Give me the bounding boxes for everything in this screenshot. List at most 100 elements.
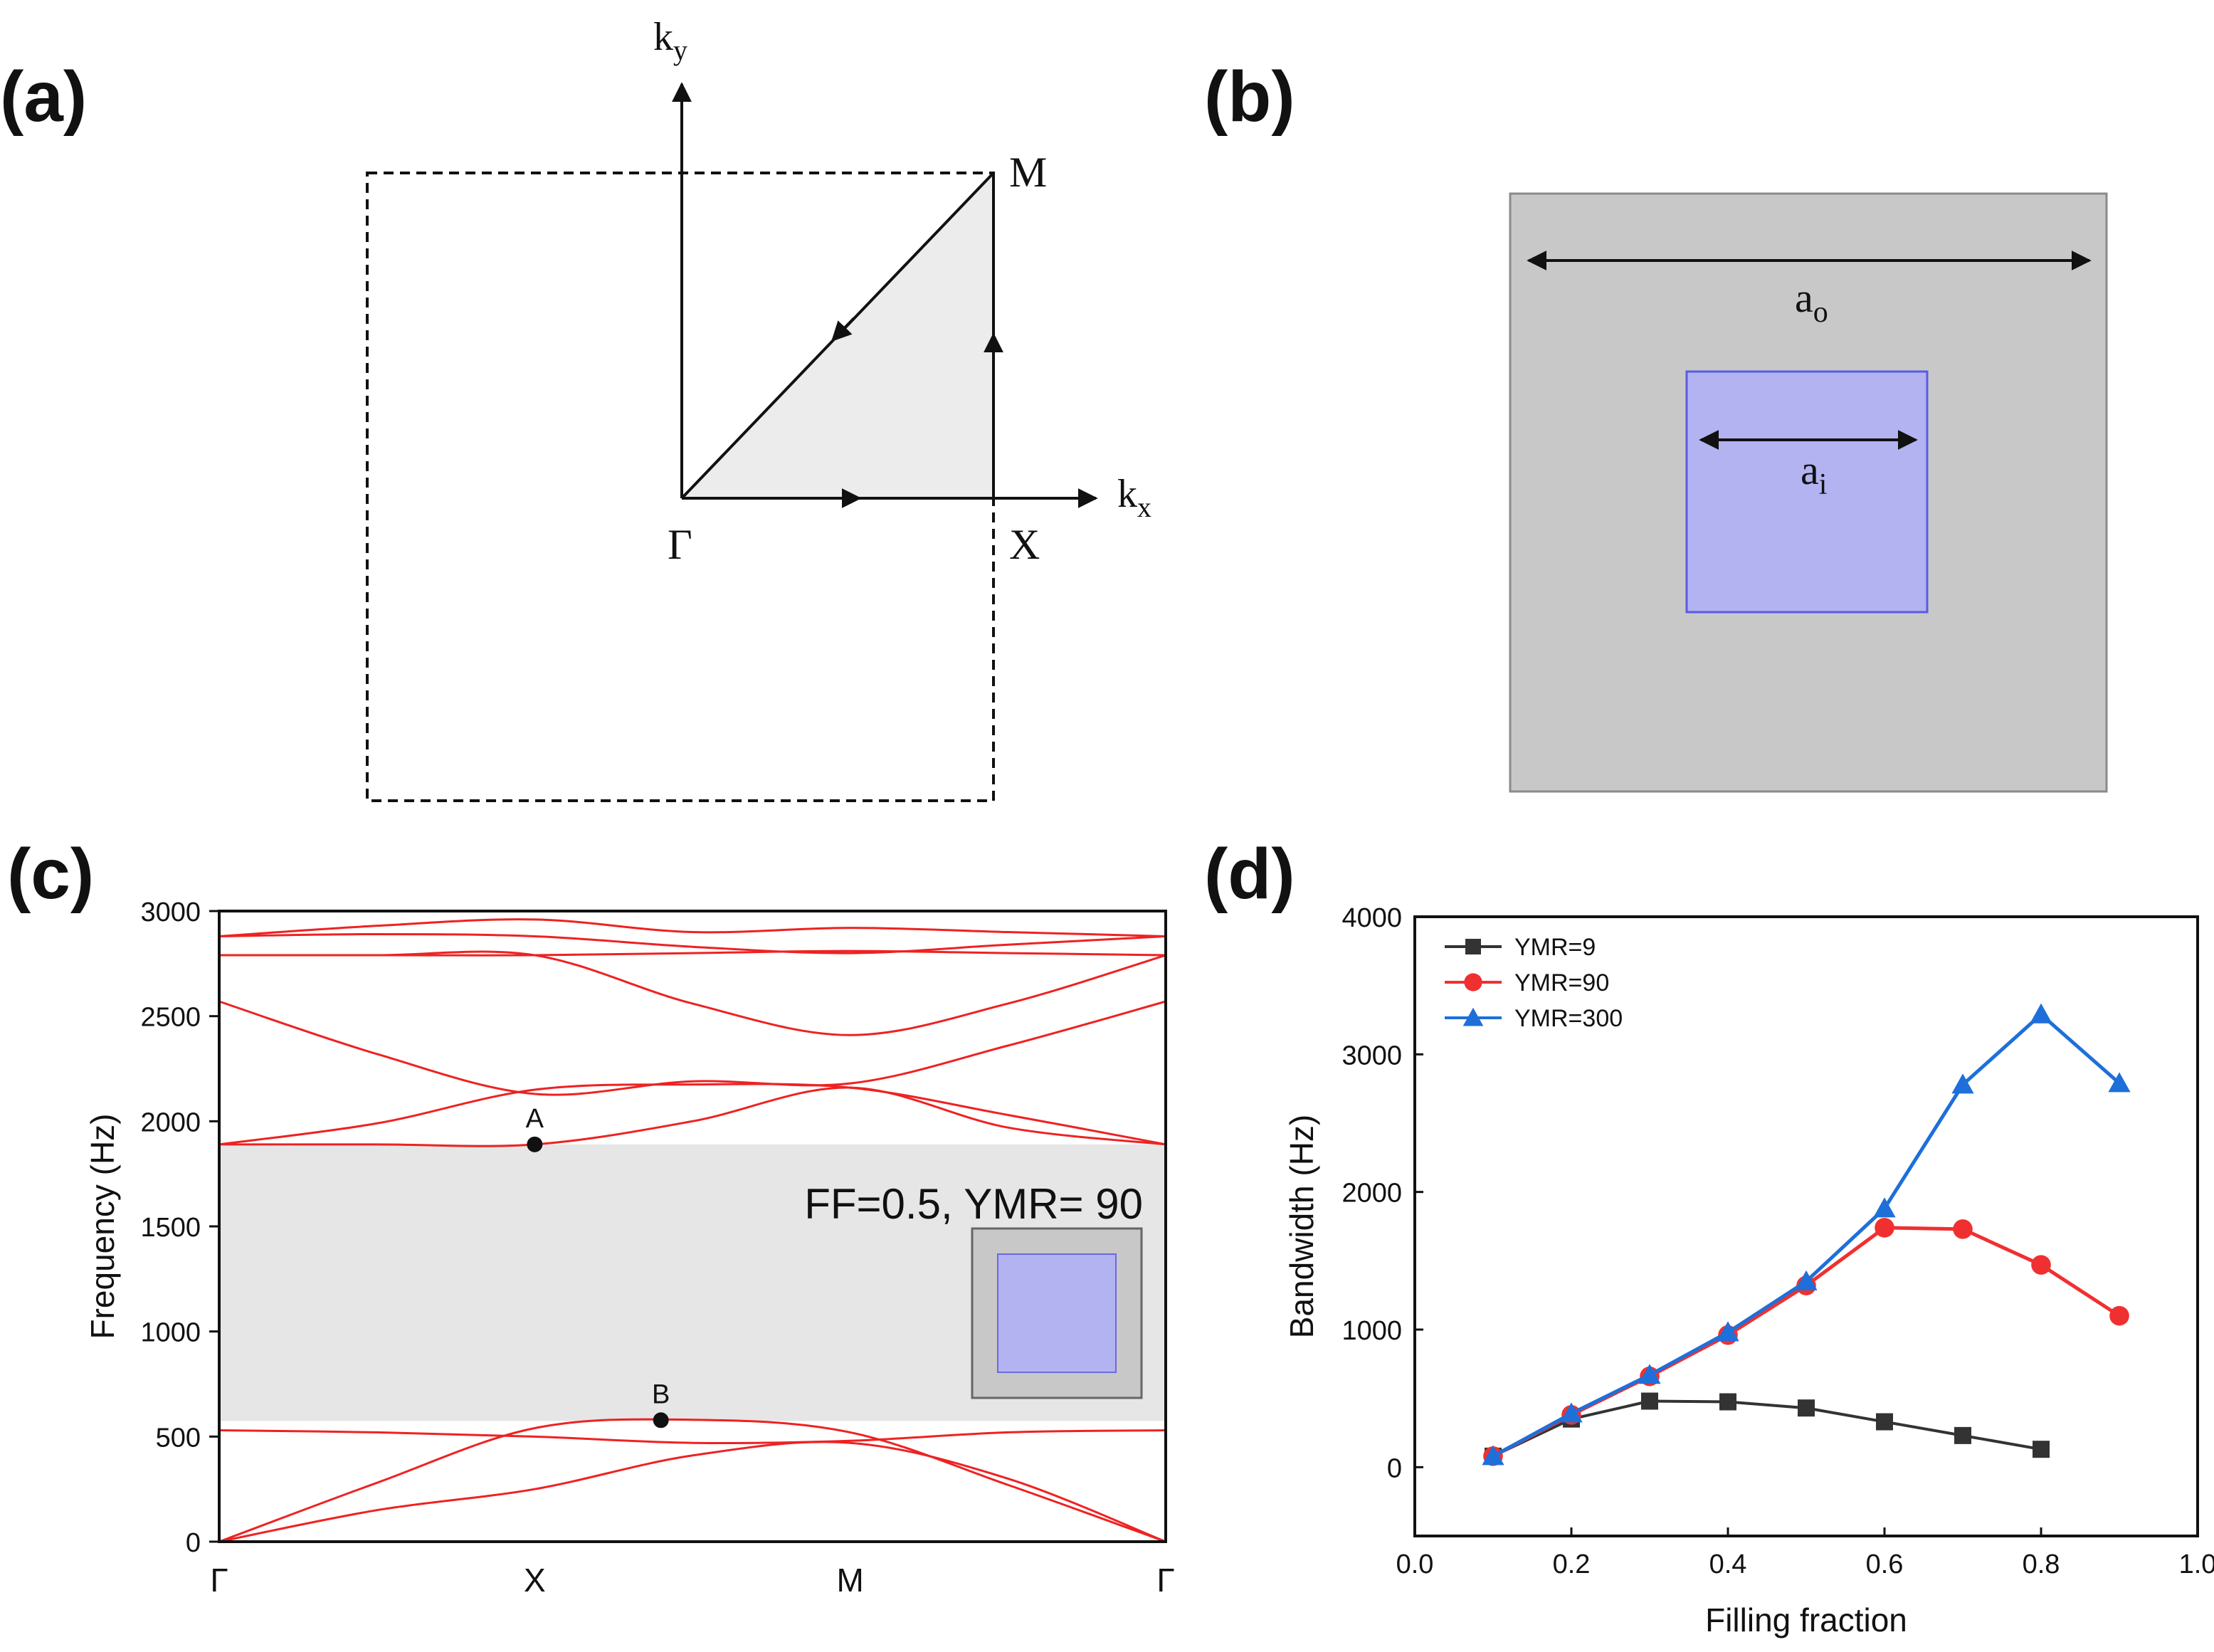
band-curve-10 [218,918,1166,937]
c-x-tick-label: Γ [1156,1562,1174,1599]
c-x-tick-label: X [524,1562,546,1599]
data-point [1719,1393,1736,1411]
data-point [1798,1399,1815,1417]
d-x-tick-label: 0.6 [1866,1550,1904,1579]
legend-label: YMR=300 [1514,1005,1623,1032]
arrow-m-gamma [831,317,855,342]
panel-d-label: (d) [1204,834,1295,914]
band-curve-2 [218,1441,1166,1543]
band-curve-9 [218,932,1166,954]
series-YMR=90 [1483,1218,2129,1466]
legend-marker [1464,973,1482,991]
c-plot-frame [218,910,1167,1543]
data-point [1638,1364,1661,1384]
point-gamma-label: Γ [668,521,692,568]
c-x-tick-label: Γ [210,1562,228,1599]
d-y-tick-label: 4000 [1341,903,1402,933]
d-x-tick-label: 0.4 [1709,1550,1747,1579]
c-y-axis-label: Frequency (Hz) [84,1114,121,1340]
band-curve-4 [219,1086,1166,1147]
point-B [653,1412,669,1429]
point-X-label: X [1009,521,1040,568]
c-y-tick-label: 1500 [140,1213,201,1243]
d-y-tick-label: 2000 [1341,1179,1402,1209]
c-y-tick-label: 3000 [140,898,201,927]
c-y-tick-label: 2000 [140,1108,201,1137]
c-y-axis-ticks: 0 500 1000 1500 2000 2500 3000 [140,898,219,1558]
ai-label: ai [1801,447,1827,501]
d-plot-frame [1413,915,2199,1537]
panel-a-label: (a) [0,57,87,137]
point-A-label: A [526,1104,544,1134]
d-y-axis-ticks: 0 1000 2000 3000 4000 [1341,903,1423,1483]
data-point [1875,1218,1894,1238]
ky-label: ky [653,15,687,66]
data-point [2030,1003,2052,1024]
band-curve-3 [218,1429,1166,1444]
point-B-label: B [652,1379,670,1409]
panel-a: (a) ky kx M X Γ [0,15,1151,802]
c-marked-points: AB [526,1104,670,1429]
c-y-tick-label: 2500 [140,1003,201,1033]
c-inset-inclusion [997,1253,1117,1373]
panel-c-label: (c) [7,834,94,914]
series-YMR=9 [1485,1392,2050,1465]
d-x-tick-label: 0.0 [1396,1550,1434,1579]
data-point [1717,1321,1739,1342]
data-point [2031,1255,2051,1275]
ao-label: ao [1795,275,1828,329]
c-y-tick-label: 500 [156,1423,201,1453]
data-point [2033,1441,2050,1458]
data-point [1641,1392,1658,1410]
d-y-tick-label: 3000 [1341,1041,1402,1070]
band-curve-7 [219,950,1166,1036]
data-point [1876,1413,1893,1431]
band-curves [218,918,1166,1543]
panel-b: (b) ao ai [1204,57,2108,793]
data-point [1873,1197,1896,1218]
data-point [1954,1426,1971,1444]
kx-label: kx [1117,472,1151,523]
legend-marker [1462,1007,1484,1026]
series-line [1492,1226,2121,1458]
legend-label: YMR=90 [1514,969,1609,996]
c-y-tick-label: 0 [186,1528,201,1558]
data-point [1951,1073,1974,1094]
panel-d: (d) 0 1000 2000 3000 4000 0.0 0.2 0.4 0.6 0.8 1.0… [1204,834,2214,1638]
data-point [1560,1402,1583,1423]
unit-cell-inclusion [1685,370,1929,614]
legend-label: YMR=9 [1514,934,1596,961]
legend-marker [1465,939,1481,954]
d-x-axis-ticks: 0.0 0.2 0.4 0.6 0.8 1.0 [1396,1527,2214,1579]
band-curve-6 [218,1000,1166,1096]
data-point [1482,1445,1504,1466]
series-YMR=300 [1482,1003,2131,1466]
c-x-tick-label: M [837,1562,864,1599]
series-line [1492,1011,2121,1458]
c-annotation: FF=0.5, YMR= 90 [804,1180,1143,1228]
legend-item: YMR=9 [1445,934,1596,961]
data-point [1953,1219,1973,1239]
band-curve-8 [219,949,1166,957]
d-y-axis-label: Bandwidth (Hz) [1283,1115,1320,1338]
data-point [2108,1072,2131,1093]
data-point [2109,1305,2129,1326]
point-M-label: M [1009,149,1047,196]
panel-b-label: (b) [1204,57,1295,137]
legend-item: YMR=300 [1445,1005,1623,1032]
d-series-group [1482,1003,2131,1466]
d-x-tick-label: 0.2 [1553,1550,1591,1579]
c-y-tick-label: 1000 [140,1318,201,1348]
d-x-tick-label: 1.0 [2179,1550,2214,1579]
data-point [1795,1270,1818,1290]
series-line [1492,1399,2042,1458]
d-x-axis-label: Filling fraction [1705,1601,1907,1638]
d-y-tick-label: 0 [1387,1453,1402,1483]
band-curve-1 [218,1418,1166,1543]
point-A [527,1136,543,1152]
legend-item: YMR=90 [1445,969,1609,996]
d-y-tick-label: 1000 [1341,1316,1402,1346]
